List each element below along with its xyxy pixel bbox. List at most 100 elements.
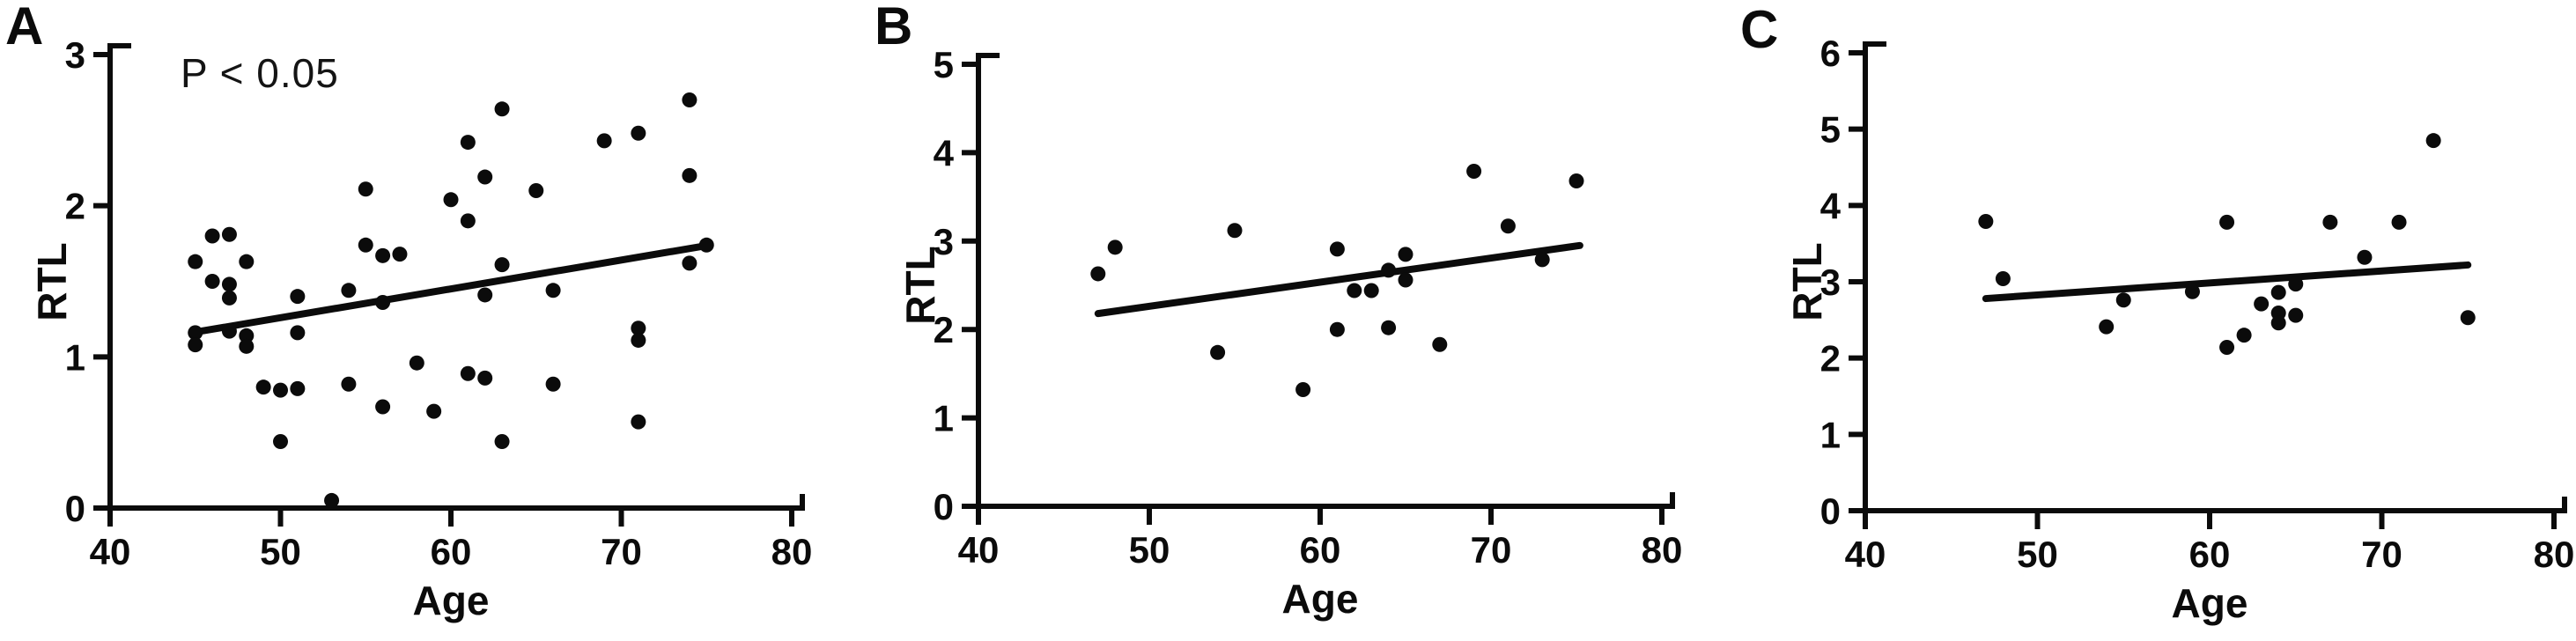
- scatter-plot-c: 0 1 2 3 4 5 6 40 50 60 70 80: [1820, 33, 2575, 575]
- data-point: [239, 338, 255, 354]
- data-point: [239, 254, 255, 269]
- data-point: [273, 382, 288, 398]
- data-point: [494, 101, 510, 117]
- y-axis-label-a: RTL: [29, 241, 75, 321]
- data-point: [341, 283, 357, 298]
- data-point: [221, 226, 237, 242]
- data-point: [255, 379, 271, 395]
- data-point: [545, 283, 561, 298]
- data-point: [1347, 283, 1362, 298]
- data-point: [2099, 319, 2115, 335]
- y-tick-label: 5: [1820, 109, 1841, 151]
- trend-line: [1094, 241, 1583, 318]
- data-point: [1107, 239, 1123, 255]
- x-tick-label: 70: [2361, 534, 2403, 575]
- data-point: [2219, 214, 2235, 230]
- data-point: [426, 403, 442, 419]
- data-point: [2357, 249, 2373, 265]
- panel-b: 0 1 2 3 4 5 40 50 60 70 80 B RTL Age: [859, 0, 1717, 641]
- y-tick-label: 0: [65, 488, 85, 529]
- data-point: [477, 287, 493, 303]
- significance-annotation: P < 0.05: [181, 50, 339, 96]
- data-point: [443, 192, 459, 208]
- data-point: [682, 92, 698, 107]
- y-tick-label: 5: [934, 44, 954, 85]
- x-tick-label: 60: [431, 531, 472, 572]
- y-tick-label: 6: [1820, 33, 1841, 74]
- data-point: [290, 380, 306, 396]
- data-point: [2425, 133, 2441, 149]
- y-tick-label: 3: [65, 34, 85, 76]
- data-point: [358, 181, 373, 197]
- data-point: [221, 323, 237, 339]
- data-point: [2115, 292, 2131, 308]
- x-tick-label: 80: [1642, 529, 1683, 571]
- data-point: [1432, 336, 1448, 352]
- data-point: [631, 332, 646, 348]
- data-point: [1568, 173, 1584, 189]
- data-point: [2219, 340, 2235, 356]
- x-tick-label: 70: [1471, 529, 1512, 571]
- data-point: [1295, 381, 1311, 397]
- scatter-plot-b: 0 1 2 3 4 5 40 50 60 70 80: [934, 44, 1683, 571]
- data-point: [1534, 252, 1550, 268]
- panel-c: 0 1 2 3 4 5 6 40 50 60 70 80 C RTL Age: [1717, 0, 2576, 641]
- scatter-plot-a: 0 1 2 3 40 50 60 70 80: [65, 34, 813, 572]
- y-tick-label: 2: [65, 186, 85, 227]
- data-point: [698, 237, 714, 253]
- panel-a: 0 1 2 3 40 50 60 70 80 A P < 0.05 RTL Age: [0, 0, 859, 641]
- x-tick-label: 50: [2017, 534, 2058, 575]
- y-tick-label: 1: [1820, 414, 1841, 455]
- data-point: [375, 247, 391, 263]
- data-point: [221, 290, 237, 306]
- x-tick-label: 50: [1129, 529, 1170, 571]
- panel-letter-a: A: [5, 0, 44, 55]
- data-point: [545, 376, 561, 392]
- data-point: [460, 365, 476, 381]
- data-point: [494, 257, 510, 273]
- data-point: [494, 433, 510, 449]
- data-point: [392, 247, 408, 262]
- data-point: [2322, 214, 2338, 230]
- y-tick-label: 4: [934, 132, 955, 173]
- x-tick-label: 80: [2534, 534, 2575, 575]
- y-tick-label: 4: [1820, 185, 1842, 226]
- data-point: [2236, 328, 2252, 343]
- data-point: [221, 276, 237, 292]
- data-point: [1995, 271, 2011, 287]
- trend-line: [188, 241, 714, 336]
- data-point: [1398, 272, 1413, 288]
- data-point: [2254, 296, 2270, 312]
- data-point: [631, 414, 646, 430]
- data-point: [631, 125, 646, 141]
- data-point: [341, 376, 357, 392]
- data-point: [1329, 241, 1345, 257]
- y-tick-label: 1: [65, 336, 85, 378]
- data-point: [1329, 321, 1345, 337]
- data-point: [204, 228, 220, 244]
- data-point: [1381, 262, 1397, 278]
- data-point: [188, 254, 203, 269]
- data-point: [2391, 214, 2407, 230]
- data-point: [1363, 283, 1379, 298]
- x-tick-label: 60: [2189, 534, 2231, 575]
- y-tick-label: 0: [934, 486, 954, 527]
- data-point: [1381, 320, 1397, 335]
- y-tick-label: 3: [934, 221, 954, 262]
- data-point: [460, 135, 476, 151]
- data-point: [528, 183, 544, 198]
- y-tick-label: 0: [1820, 490, 1841, 532]
- data-point: [188, 325, 203, 341]
- data-point: [375, 295, 391, 311]
- data-point: [204, 274, 220, 289]
- x-axis-label-c: Age: [2171, 580, 2248, 626]
- data-point: [290, 325, 306, 341]
- data-point: [2460, 310, 2476, 326]
- x-tick-label: 50: [260, 531, 301, 572]
- data-point: [358, 237, 373, 253]
- data-point: [682, 255, 698, 271]
- data-point: [2288, 276, 2304, 292]
- data-point: [409, 355, 424, 371]
- data-point: [1500, 218, 1516, 234]
